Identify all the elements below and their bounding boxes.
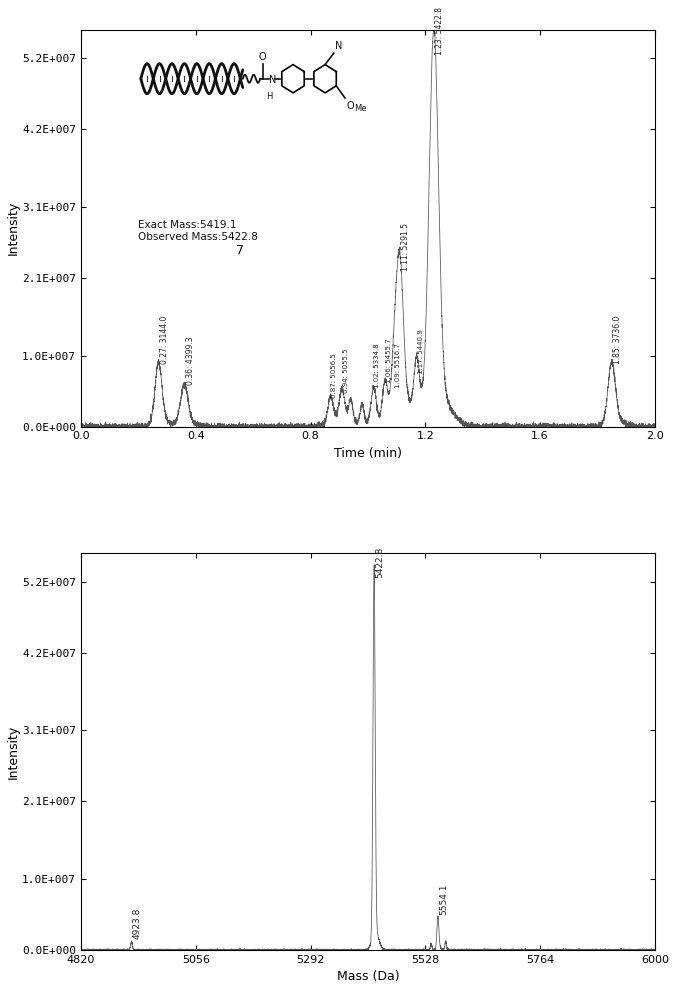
- Text: 1.23: 5422.8: 1.23: 5422.8: [435, 7, 444, 55]
- Text: 0.94: 5055.5: 0.94: 5055.5: [343, 349, 349, 393]
- Text: 7: 7: [236, 244, 244, 257]
- Text: 4923.8: 4923.8: [132, 907, 142, 939]
- Text: 5422.8: 5422.8: [375, 547, 384, 578]
- X-axis label: Time (min): Time (min): [334, 447, 402, 460]
- Text: 5554.1: 5554.1: [439, 883, 448, 915]
- Text: 1.02: 5334.8: 1.02: 5334.8: [375, 344, 381, 388]
- X-axis label: Mass (Da): Mass (Da): [337, 970, 399, 983]
- Y-axis label: Intensity: Intensity: [6, 201, 20, 255]
- Text: 1.11: 5291.5: 1.11: 5291.5: [401, 223, 410, 271]
- Text: 0.27: 3144.0: 0.27: 3144.0: [160, 315, 169, 364]
- Y-axis label: Intensity: Intensity: [6, 725, 20, 779]
- Text: 0.87: 5056.5: 0.87: 5056.5: [331, 353, 338, 398]
- Text: 1.17: 5440.9: 1.17: 5440.9: [418, 329, 423, 374]
- Text: 1.85: 3736.0: 1.85: 3736.0: [613, 315, 622, 364]
- Text: Exact Mass:5419.1
Observed Mass:5422.8: Exact Mass:5419.1 Observed Mass:5422.8: [138, 220, 259, 242]
- Text: 0.36: 4399.3: 0.36: 4399.3: [186, 336, 194, 385]
- Text: 1.06: 5455.7: 1.06: 5455.7: [386, 338, 392, 383]
- Text: 1.09: 5516.7: 1.09: 5516.7: [395, 343, 400, 388]
